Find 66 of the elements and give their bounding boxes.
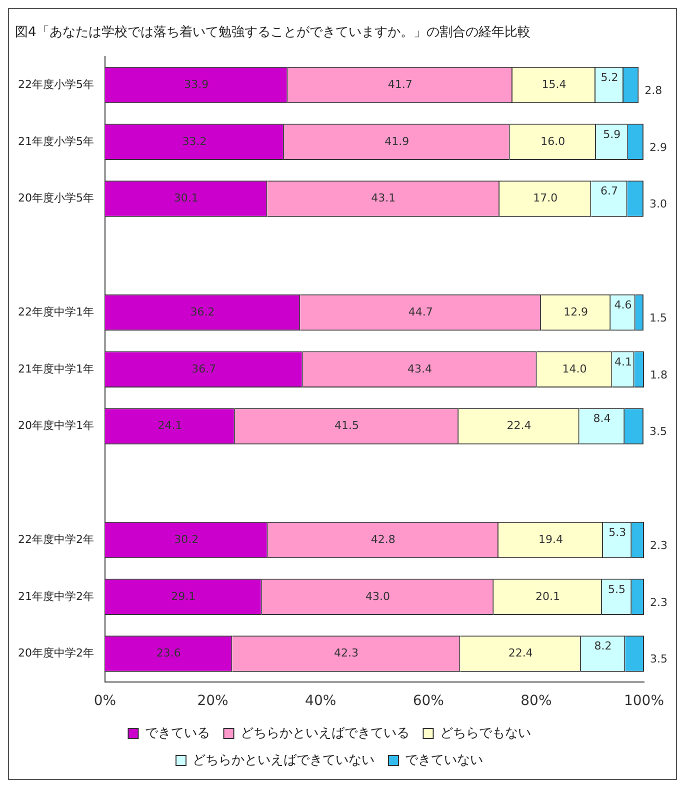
- data-label: 1.8: [650, 368, 668, 382]
- data-label: 22.4: [508, 646, 533, 660]
- data-label: 30.2: [174, 532, 199, 546]
- data-label: 2.3: [650, 596, 668, 609]
- legend-label: できている: [144, 726, 210, 741]
- data-label: 42.3: [334, 646, 358, 660]
- data-label: 2.3: [650, 538, 668, 552]
- data-label: 6.7: [600, 184, 618, 198]
- y-tick-label: 20年度中学2年: [18, 646, 94, 660]
- data-label: 14.0: [562, 362, 587, 376]
- legend-label: どちらかといえばできていない: [192, 752, 374, 768]
- data-label: 33.2: [182, 134, 207, 148]
- data-label: 17.0: [533, 192, 558, 205]
- y-tick-label: 22年度中学2年: [18, 532, 94, 546]
- data-label: 5.9: [603, 128, 621, 141]
- y-tick-label: 21年度小学5年: [18, 134, 94, 148]
- x-tick-label: 60%: [412, 693, 444, 710]
- data-label: 4.1: [614, 355, 632, 368]
- x-tick-label: 0%: [94, 693, 116, 710]
- y-tick-label: 22年度小学5年: [18, 78, 94, 91]
- data-label: 19.4: [538, 532, 563, 546]
- chart-title: 図4「あなたは学校では落ち着いて勉強することができていますか。」の割合の経年比較: [15, 24, 530, 40]
- x-tick-label: 100%: [624, 693, 664, 710]
- data-label: 8.4: [593, 412, 611, 426]
- legend-label: どちらかといえばできている: [240, 726, 410, 741]
- data-label: 41.5: [334, 419, 359, 432]
- data-label: 5.2: [600, 70, 618, 84]
- y-tick-label: 20年度小学5年: [18, 192, 94, 205]
- data-label: 16.0: [540, 134, 566, 148]
- y-tick-label: 21年度中学2年: [18, 590, 94, 603]
- data-label: 24.1: [158, 419, 182, 432]
- data-label: 43.1: [371, 192, 396, 205]
- data-label: 33.9: [184, 78, 209, 91]
- data-label: 8.2: [594, 640, 612, 653]
- legend-label: できていない: [405, 752, 483, 768]
- data-label: 2.8: [644, 84, 662, 97]
- data-label: 36.7: [192, 362, 216, 376]
- data-label: 3.0: [649, 198, 667, 211]
- data-label: 42.8: [370, 532, 396, 546]
- data-label: 23.6: [156, 646, 181, 660]
- legend-label: どちらでもない: [440, 726, 531, 741]
- y-tick-label: 22年度中学1年: [18, 305, 94, 318]
- data-label: 5.5: [608, 582, 626, 596]
- data-label: 43.4: [408, 362, 432, 376]
- data-label: 36.2: [190, 305, 215, 318]
- data-label: 3.5: [649, 425, 667, 438]
- x-tick-label: 40%: [305, 693, 336, 710]
- data-label: 2.9: [649, 140, 667, 154]
- data-label: 29.1: [171, 590, 196, 603]
- data-label: 41.9: [384, 134, 410, 148]
- data-label: 44.7: [408, 305, 433, 318]
- data-label: 1.5: [649, 311, 667, 324]
- data-label: 4.6: [614, 298, 632, 312]
- x-tick-label: 80%: [520, 693, 552, 710]
- data-label: 41.7: [388, 78, 412, 91]
- y-tick-label: 20年度中学1年: [18, 419, 94, 432]
- data-label: 43.0: [365, 590, 390, 603]
- data-label: 15.4: [542, 78, 566, 91]
- x-tick-label: 20%: [197, 693, 228, 710]
- y-tick-label: 21年度中学1年: [18, 362, 94, 376]
- data-label: 22.4: [506, 419, 532, 432]
- data-label: 20.1: [536, 590, 560, 603]
- data-label: 12.9: [564, 305, 588, 318]
- data-label: 30.1: [174, 192, 198, 205]
- data-label: 3.5: [650, 652, 668, 666]
- data-label: 5.3: [608, 526, 626, 539]
